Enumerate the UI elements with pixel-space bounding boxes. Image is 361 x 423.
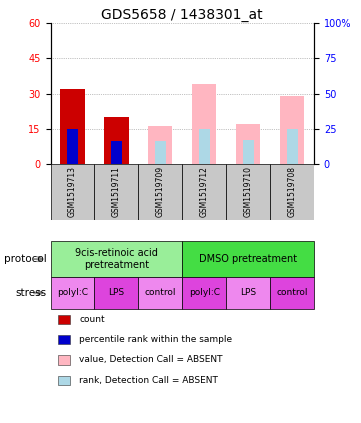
Bar bbox=[104, 117, 129, 164]
Text: count: count bbox=[79, 315, 105, 324]
Text: value, Detection Call = ABSENT: value, Detection Call = ABSENT bbox=[79, 355, 223, 365]
Text: GSM1519713: GSM1519713 bbox=[68, 166, 77, 217]
Bar bbox=[226, 164, 270, 220]
Text: GSM1519711: GSM1519711 bbox=[112, 166, 121, 217]
Bar bbox=[67, 129, 78, 164]
Bar bbox=[182, 164, 226, 220]
Text: polyI:C: polyI:C bbox=[189, 288, 220, 297]
Text: GSM1519710: GSM1519710 bbox=[244, 166, 253, 217]
Text: control: control bbox=[145, 288, 176, 297]
Text: GSM1519709: GSM1519709 bbox=[156, 166, 165, 217]
Bar bbox=[287, 129, 297, 164]
Bar bbox=[199, 129, 210, 164]
Text: rank, Detection Call = ABSENT: rank, Detection Call = ABSENT bbox=[79, 376, 218, 385]
Text: protocol: protocol bbox=[4, 254, 47, 264]
Text: GSM1519712: GSM1519712 bbox=[200, 166, 209, 217]
Text: LPS: LPS bbox=[240, 288, 256, 297]
Bar bbox=[95, 164, 138, 220]
Text: LPS: LPS bbox=[108, 288, 125, 297]
Text: stress: stress bbox=[16, 288, 47, 298]
Bar bbox=[138, 164, 182, 220]
Bar bbox=[148, 126, 173, 164]
Bar bbox=[155, 141, 166, 164]
Bar bbox=[192, 84, 216, 164]
Text: polyI:C: polyI:C bbox=[57, 288, 88, 297]
Bar bbox=[111, 141, 122, 164]
Text: GSM1519708: GSM1519708 bbox=[288, 166, 297, 217]
Bar bbox=[51, 164, 95, 220]
Bar bbox=[60, 89, 84, 164]
Bar bbox=[236, 124, 260, 164]
Text: DMSO pretreatment: DMSO pretreatment bbox=[199, 254, 297, 264]
Bar bbox=[243, 140, 254, 164]
Text: 9cis-retinoic acid
pretreatment: 9cis-retinoic acid pretreatment bbox=[75, 248, 158, 270]
Title: GDS5658 / 1438301_at: GDS5658 / 1438301_at bbox=[101, 8, 263, 22]
Text: control: control bbox=[277, 288, 308, 297]
Bar bbox=[270, 164, 314, 220]
Text: percentile rank within the sample: percentile rank within the sample bbox=[79, 335, 232, 344]
Bar bbox=[280, 96, 304, 164]
